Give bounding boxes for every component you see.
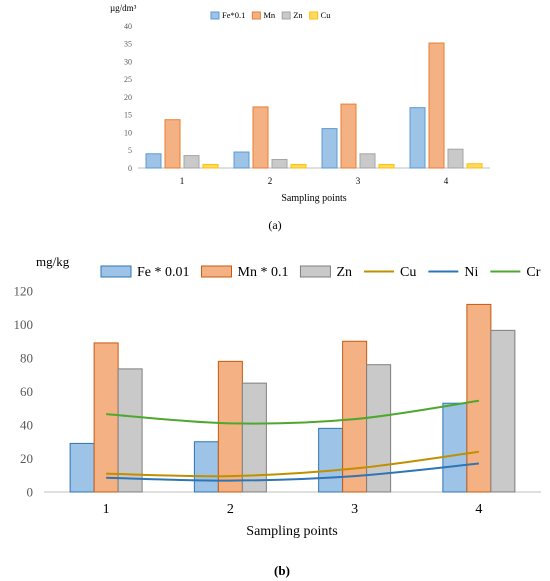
legend-label: Zn xyxy=(293,10,303,20)
legend-swatch xyxy=(201,265,232,278)
bar xyxy=(318,427,344,493)
x-tick-label: 2 xyxy=(227,502,234,517)
bar xyxy=(428,42,445,169)
legend-swatch xyxy=(251,11,261,20)
bar xyxy=(359,153,376,169)
chart-b-x-label: Sampling points xyxy=(246,524,337,539)
bar xyxy=(241,382,267,493)
series-line-cu xyxy=(106,450,480,478)
legend-label: Fe*0.1 xyxy=(222,10,245,20)
legend-label: Ni xyxy=(464,265,478,280)
legend-swatch xyxy=(281,11,291,20)
bar xyxy=(442,402,468,493)
legend-label: Zn xyxy=(336,265,352,280)
legend-item: Zn xyxy=(299,265,352,280)
x-tick-label: 4 xyxy=(475,502,482,517)
x-tick-label: 3 xyxy=(356,176,361,186)
bar xyxy=(290,163,307,169)
series-line-cr xyxy=(106,399,480,425)
bar xyxy=(271,158,288,169)
chart-a-y-ticks: 0 5 10 15 20 25 30 35 40 xyxy=(124,22,132,173)
x-tick-label: 4 xyxy=(444,176,449,186)
bar xyxy=(193,441,219,493)
legend-label: Mn xyxy=(263,10,276,20)
y-tick-label: 40 xyxy=(124,22,132,31)
chart-b-x-ticks: 1 2 3 4 xyxy=(103,502,483,517)
bar xyxy=(69,442,95,493)
y-tick-label: 40 xyxy=(20,418,33,433)
legend-label: Cu xyxy=(321,10,332,20)
legend-label: Cr xyxy=(526,265,540,280)
x-tick-label: 1 xyxy=(180,176,185,186)
chart-a-x-label: Sampling points xyxy=(281,193,346,204)
chart-b-y-unit: mg/kg xyxy=(36,254,70,269)
bar xyxy=(366,364,392,493)
legend-item: Zn xyxy=(281,10,303,20)
y-tick-label: 100 xyxy=(14,317,34,332)
bar xyxy=(202,163,219,169)
bar xyxy=(466,163,483,169)
x-tick-label: 2 xyxy=(268,176,273,186)
chart-a-caption: (a) xyxy=(268,218,281,232)
legend-swatch xyxy=(299,265,331,278)
chart-b-y-ticks: 0 20 40 60 80 100 120 xyxy=(14,284,34,500)
bar xyxy=(378,163,395,169)
y-tick-label: 20 xyxy=(124,93,132,102)
legend-swatch xyxy=(210,11,220,20)
chart-b-legend: Fe * 0.01 Mn * 0.1 Zn Cu Ni Cr xyxy=(100,265,541,280)
bar xyxy=(466,303,492,493)
bar xyxy=(340,103,357,169)
bar xyxy=(252,106,269,169)
legend-item: Mn xyxy=(251,10,276,20)
y-tick-label: 30 xyxy=(124,57,132,66)
legend-item: Cr xyxy=(490,265,541,280)
y-tick-label: 25 xyxy=(124,75,132,84)
bar xyxy=(233,151,250,169)
bar xyxy=(117,368,143,493)
x-tick-label: 1 xyxy=(103,502,110,517)
bar xyxy=(447,148,464,169)
y-tick-label: 120 xyxy=(14,284,34,299)
chart-b-bars xyxy=(69,303,516,493)
y-tick-label: 60 xyxy=(20,384,33,399)
chart-a-bars xyxy=(145,42,483,169)
y-tick-label: 5 xyxy=(128,146,132,155)
bar xyxy=(164,119,181,169)
bar xyxy=(490,329,516,493)
y-tick-label: 10 xyxy=(124,128,132,137)
legend-item: Fe*0.1 xyxy=(210,10,245,20)
y-tick-label: 15 xyxy=(124,111,132,120)
chart-a-y-unit: µg/dm³ xyxy=(110,3,137,13)
bar xyxy=(217,360,243,493)
legend-item: Ni xyxy=(428,265,478,280)
y-tick-label: 35 xyxy=(124,40,132,49)
y-tick-label: 0 xyxy=(128,164,132,173)
legend-swatch xyxy=(100,265,132,278)
y-tick-label: 80 xyxy=(20,351,33,366)
legend-item: Mn * 0.1 xyxy=(201,265,289,280)
legend-item: Cu xyxy=(364,265,416,280)
legend-item: Cu xyxy=(309,10,332,20)
chart-b-caption: (b) xyxy=(274,563,290,578)
legend-label: Fe * 0.01 xyxy=(137,265,190,280)
bar xyxy=(321,128,338,169)
legend-swatch xyxy=(309,11,319,20)
bar xyxy=(93,342,119,493)
x-tick-label: 3 xyxy=(351,502,358,517)
y-tick-label: 0 xyxy=(27,485,34,500)
series-line-ni xyxy=(106,462,479,482)
chart-b-lines xyxy=(106,399,480,482)
chart-a-x-ticks: 1 2 3 4 xyxy=(180,176,449,186)
chart-a-legend: Fe*0.1 Mn Zn Cu xyxy=(210,10,332,20)
legend-item: Fe * 0.01 xyxy=(100,265,190,280)
chart-a: Fe*0.1 Mn Zn Cu µg/dm³ 0 5 10 15 20 25 30 35 40 1 2 3… xyxy=(110,3,490,232)
legend-label: Cu xyxy=(400,265,416,280)
bar xyxy=(409,107,426,169)
bar xyxy=(145,153,162,169)
y-tick-label: 20 xyxy=(20,451,33,466)
bar xyxy=(183,155,200,169)
legend-label: Mn * 0.1 xyxy=(238,265,289,280)
chart-b: mg/kg Fe * 0.01 Mn * 0.1 Zn Cu Ni Cr 0 20 40 60 8… xyxy=(14,254,541,578)
